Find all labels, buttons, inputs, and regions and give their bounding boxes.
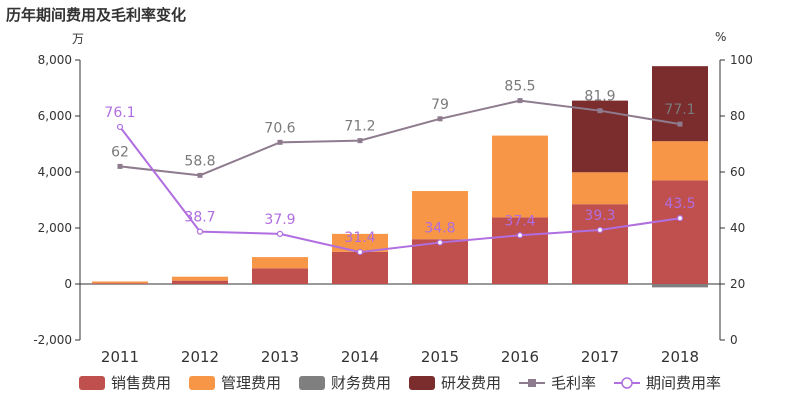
bar-admin xyxy=(92,281,148,284)
legend-label-period-expense-rate: 期间费用率 xyxy=(646,374,722,392)
legend-item-admin[interactable]: 管理费用 xyxy=(188,372,281,393)
x-tick-label: 2016 xyxy=(501,348,539,366)
period-expense-label: 37.9 xyxy=(264,212,295,228)
gross-margin-label: 62 xyxy=(111,144,129,160)
period-expense-marker xyxy=(436,239,444,246)
y-tick-label-left: -2,000 xyxy=(33,333,72,347)
legend-item-rnd[interactable]: 研发费用 xyxy=(409,372,501,393)
period-expense-marker xyxy=(596,226,604,234)
x-tick-label: 2012 xyxy=(181,348,219,366)
period-expense-marker xyxy=(676,215,684,222)
y-tick-label-right: 20 xyxy=(730,277,745,291)
bar-admin xyxy=(412,191,468,240)
period-expense-marker xyxy=(196,228,204,235)
bar-sales xyxy=(332,251,388,284)
x-tick-label: 2014 xyxy=(341,348,379,366)
period-expense-label: 38.7 xyxy=(184,210,215,226)
period-expense-label: 34.8 xyxy=(424,221,455,237)
legend-label-rnd: 研发费用 xyxy=(441,374,502,392)
gross-margin-marker xyxy=(197,172,203,178)
legend-label-admin: 管理费用 xyxy=(220,374,281,392)
gross-margin-label: 77.1 xyxy=(664,102,695,118)
legend-item-sales[interactable]: 销售费用 xyxy=(78,372,171,393)
gross-margin-marker xyxy=(357,138,363,144)
legend-item-finance[interactable]: 财务费用 xyxy=(298,372,391,393)
period-expense-marker xyxy=(116,123,124,131)
legend-label-finance: 财务费用 xyxy=(330,374,391,392)
gross-margin-label: 58.8 xyxy=(184,153,215,169)
period-expense-label: 39.3 xyxy=(584,208,615,224)
y-tick-label-right: 40 xyxy=(730,221,745,235)
bar-sales xyxy=(172,280,228,284)
x-tick-label: 2015 xyxy=(421,348,459,366)
y-tick-label-left: 0 xyxy=(64,277,72,291)
x-tick-label: 2011 xyxy=(101,348,139,366)
period-expense-marker xyxy=(516,232,524,239)
gross-margin-marker xyxy=(117,163,123,169)
period-expense-line xyxy=(119,126,681,254)
bar-admin xyxy=(572,172,628,205)
x-tick-label: 2013 xyxy=(261,348,299,366)
legend-swatch-finance xyxy=(298,375,325,390)
bar-rnd xyxy=(652,66,708,142)
right-axis-unit: % xyxy=(715,30,727,44)
left-axis-unit: 万 xyxy=(72,32,85,46)
bar-admin xyxy=(172,276,228,281)
gross-margin-marker xyxy=(597,108,603,114)
x-tick-label: 2017 xyxy=(581,348,619,366)
legend-item-gross-margin[interactable]: 毛利率 xyxy=(519,372,596,393)
gross-margin-label: 79 xyxy=(431,97,449,113)
bar-admin xyxy=(252,257,308,269)
period-expense-label: 76.1 xyxy=(104,105,135,121)
gross-margin-line xyxy=(119,99,681,177)
legend-marker-period-expense-rate xyxy=(614,376,641,390)
period-expense-label: 43.5 xyxy=(664,196,695,212)
legend-swatch-admin xyxy=(188,375,215,390)
chart-title: 历年期间费用及毛利率变化 xyxy=(6,6,187,24)
bar-sales xyxy=(92,283,148,284)
y-tick-label-right: 60 xyxy=(730,165,745,179)
y-tick-label-right: 100 xyxy=(730,53,753,67)
bar-admin xyxy=(332,233,388,252)
legend-marker-gross-margin xyxy=(519,376,546,390)
legend-swatch-sales xyxy=(78,375,105,390)
bar-sales xyxy=(492,217,548,284)
period-expense-marker xyxy=(356,248,364,256)
legend-label-gross-margin: 毛利率 xyxy=(551,374,597,392)
legend-label-sales: 销售费用 xyxy=(110,374,171,392)
y-tick-label-left: 8,000 xyxy=(38,53,72,67)
period-expense-label: 31.4 xyxy=(344,230,375,246)
gross-margin-label: 70.6 xyxy=(264,120,295,136)
bar-finance xyxy=(652,284,708,288)
gross-margin-marker xyxy=(677,121,683,127)
chart-canvas: -2,000 0 2,000 4,000 6,000 8,000 0 20 40 60 80 100 2… xyxy=(33,53,753,366)
bar-admin xyxy=(652,141,708,181)
y-tick-label-left: 4,000 xyxy=(38,165,72,179)
x-tick-label: 2018 xyxy=(661,348,699,366)
gross-margin-label: 85.5 xyxy=(504,79,535,95)
y-tick-label-right: 0 xyxy=(730,333,738,347)
period-expense-label: 37.4 xyxy=(504,213,535,229)
y-tick-label-right: 80 xyxy=(730,109,745,123)
legend-swatch-rnd xyxy=(409,375,435,390)
bar-sales xyxy=(412,239,468,284)
gross-margin-marker xyxy=(437,116,443,122)
legend: 销售费用 管理费用 财务费用 研发费用 毛利率 期间费用率 xyxy=(0,372,800,393)
y-tick-label-left: 6,000 xyxy=(38,109,72,123)
bar-sales xyxy=(572,204,628,284)
gross-margin-marker xyxy=(517,98,523,104)
gross-margin-label: 81.9 xyxy=(584,89,615,105)
legend-item-period-expense-rate[interactable]: 期间费用率 xyxy=(614,372,721,393)
gross-margin-label: 71.2 xyxy=(344,119,375,135)
bar-sales xyxy=(252,268,308,284)
y-tick-label-left: 2,000 xyxy=(38,221,72,235)
bar-admin xyxy=(492,135,548,218)
bar-sales xyxy=(652,180,708,284)
gross-margin-marker xyxy=(277,139,283,145)
period-expense-marker xyxy=(276,230,284,237)
